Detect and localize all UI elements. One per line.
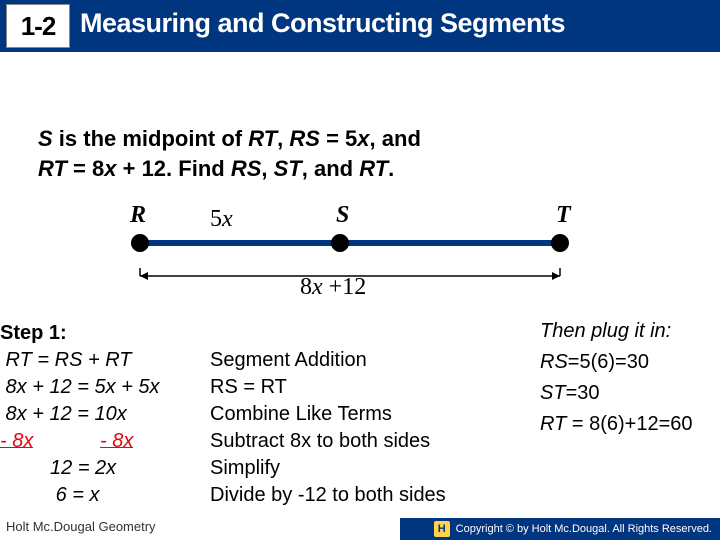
svg-text:5x: 5x [210, 206, 233, 232]
plug-rt: RT = 8(6)+12=60 [540, 413, 720, 436]
problem-statement: S is the midpoint of RT, RS = 5x, and RT… [38, 124, 688, 183]
publisher-logo-icon: H [434, 521, 450, 537]
svg-text:T: T [556, 202, 572, 228]
svg-text:S: S [336, 202, 349, 228]
segment-diagram: R S T 5x 8x +12 [100, 198, 640, 318]
svg-text:8x +12: 8x +12 [300, 274, 366, 300]
step-label: Step 1: [0, 320, 480, 347]
section-number: 1-2 [6, 4, 70, 48]
work-steps: Step 1: RT = RS + RTSegment Addition 8x … [0, 320, 480, 509]
footer-right: H Copyright © by Holt Mc.Dougal. All Rig… [400, 518, 720, 540]
footer-right-text: Copyright © by Holt Mc.Dougal. All Right… [456, 523, 712, 535]
plug-rs: RS=5(6)=30 [540, 351, 720, 374]
header-title: Measuring and Constructing Segments [80, 8, 565, 39]
footer-left: Holt Mc.Dougal Geometry [6, 519, 156, 534]
plug-in-results: Then plug it in: RS=5(6)=30 ST=30 RT = 8… [540, 320, 720, 436]
svg-text:R: R [129, 202, 146, 228]
plug-intro: Then plug it in: [540, 320, 720, 343]
plug-st: ST=30 [540, 382, 720, 405]
